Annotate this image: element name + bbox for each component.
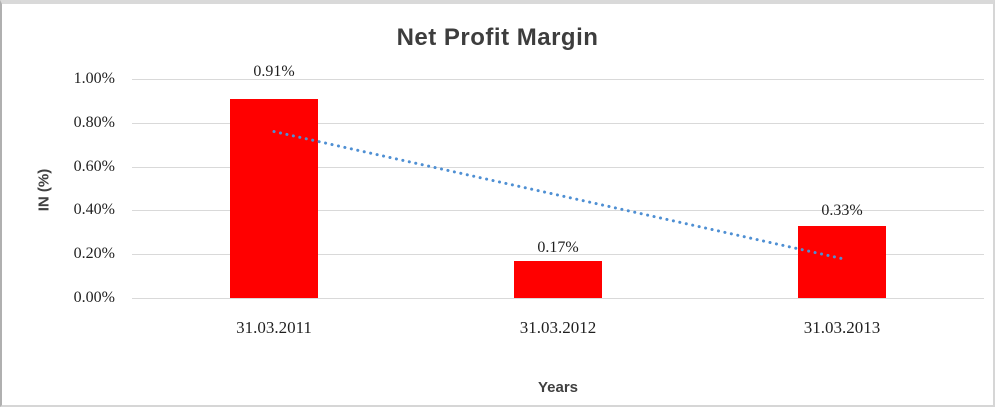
chart-title: Net Profit Margin xyxy=(396,24,599,51)
bar-31.03.2013 xyxy=(798,225,886,298)
bar-31.03.2011 xyxy=(230,98,318,298)
x-axis-category-label: 31.03.2012 xyxy=(519,318,597,337)
x-axis-category-label: 31.03.2011 xyxy=(236,318,312,337)
bar-value-label: 0.91% xyxy=(253,62,295,80)
y-axis-tick-label: 0.20% xyxy=(73,245,115,263)
gridline xyxy=(132,79,984,80)
y-axis-tick-label: 0.60% xyxy=(73,157,115,175)
y-axis-tick-label: 0.80% xyxy=(73,113,115,131)
bar-31.03.2012 xyxy=(514,260,602,298)
gridline xyxy=(132,298,984,299)
x-axis-title: Years xyxy=(537,379,579,396)
bar-value-label: 0.17% xyxy=(537,238,579,256)
x-axis-category-label: 31.03.2013 xyxy=(803,318,881,337)
y-axis-tick-label: 1.00% xyxy=(73,70,115,87)
y-axis-tick-label: 0.00% xyxy=(73,289,115,306)
bar-value-label: 0.33% xyxy=(821,201,863,219)
gridline xyxy=(132,122,984,124)
y-axis-tick-label: 0.40% xyxy=(73,201,115,219)
